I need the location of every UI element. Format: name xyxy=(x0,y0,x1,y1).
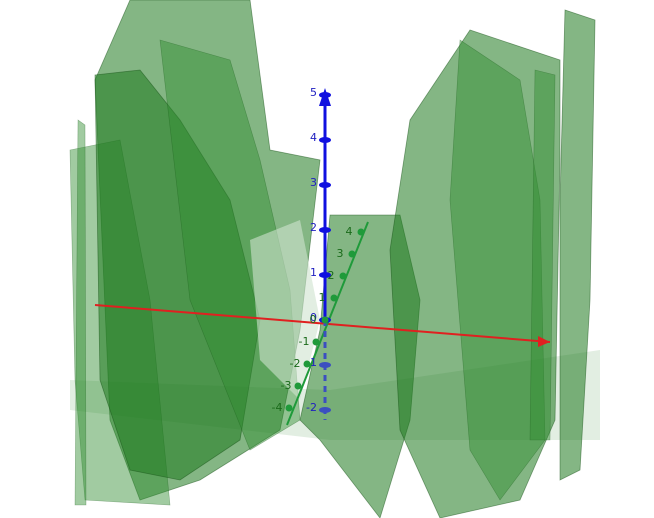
z-tick-label: 5 xyxy=(310,86,317,99)
z-tick-label: 4 xyxy=(310,131,317,144)
y-tick xyxy=(321,316,329,324)
y-tick-label: -4 xyxy=(272,401,283,414)
z-tick xyxy=(319,362,331,368)
x-axis xyxy=(94,304,551,343)
surface xyxy=(69,0,600,518)
z-tick xyxy=(319,182,331,188)
y-tick-label: -1 xyxy=(299,335,310,348)
z-tick-label: 1 xyxy=(310,266,317,279)
z-tick-label: -2 xyxy=(306,401,317,414)
z-tick-label: 0 xyxy=(310,311,317,324)
y-tick xyxy=(357,228,365,236)
z-tick-label: 2 xyxy=(310,221,317,234)
y-tick xyxy=(339,272,347,280)
y-tick xyxy=(348,250,356,258)
y-tick-label: -2 xyxy=(290,357,301,370)
y-tick-label: -3 xyxy=(281,379,292,392)
y-tick-label: 0 xyxy=(310,313,317,326)
y-tick-label: 4 xyxy=(346,225,353,238)
z-tick-label: -1 xyxy=(306,356,317,369)
x-axis-arrow xyxy=(538,336,550,347)
y-tick xyxy=(303,360,311,368)
y-tick-label: 2 xyxy=(328,269,335,282)
z-tick xyxy=(319,272,331,278)
z-tick xyxy=(319,407,331,413)
y-tick-label: 3 xyxy=(337,247,344,260)
y-tick xyxy=(330,294,338,302)
y-tick xyxy=(312,338,320,346)
y-tick xyxy=(285,404,293,412)
z-tick xyxy=(319,227,331,233)
y-tick xyxy=(294,382,302,390)
z-tick xyxy=(319,92,331,98)
z-tick xyxy=(319,137,331,143)
z-tick-label: 3 xyxy=(310,176,317,189)
y-tick-label: 1 xyxy=(319,291,326,304)
